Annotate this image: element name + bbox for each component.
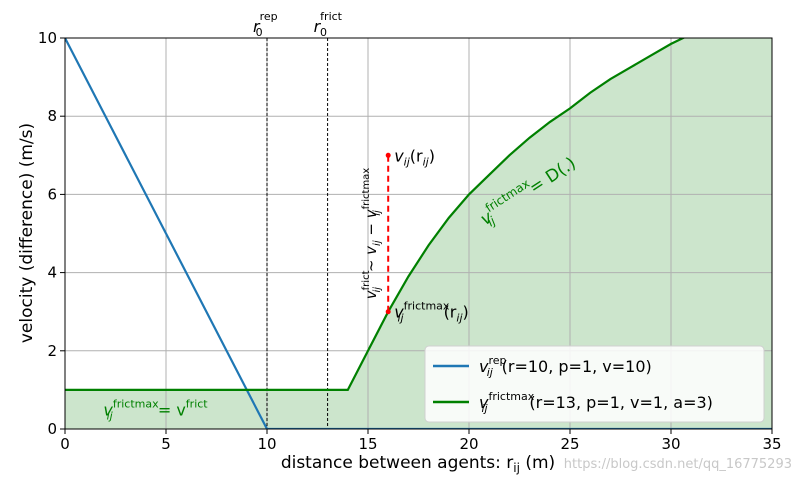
legend-entry: vrep ij (r=10, p=1, v=10) bbox=[479, 354, 652, 379]
y-tick-label: 6 bbox=[47, 185, 57, 203]
y-tick-label: 0 bbox=[47, 420, 57, 438]
frictmax-series-line bbox=[65, 38, 686, 391]
x-tick-label: 35 bbox=[762, 435, 781, 453]
x-tick-label: 25 bbox=[560, 435, 579, 453]
x-tick-label: 0 bbox=[60, 435, 70, 453]
point-marker-bottom bbox=[385, 309, 391, 315]
x-tick-label: 20 bbox=[459, 435, 478, 453]
x-tick-label: 5 bbox=[161, 435, 171, 453]
watermark: https://blog.csdn.net/qq_16775293 bbox=[564, 457, 792, 472]
friction-gap-label: vfrictij ~ vij − vfrictmaxij bbox=[361, 168, 383, 300]
y-tick-label: 8 bbox=[47, 107, 57, 125]
y-tick-label: 4 bbox=[47, 264, 57, 282]
y-tick-label: 10 bbox=[38, 29, 57, 47]
x-tick-label: 30 bbox=[661, 435, 680, 453]
point-label-top: vij(rij) bbox=[394, 146, 435, 168]
x-axis-title: distance between agents: rij (m) bbox=[281, 453, 555, 475]
rep-series-line bbox=[65, 38, 772, 429]
point-label-bottom: vfrictmax ij (rij) bbox=[394, 300, 469, 325]
reference-line-label: rfrict 0 bbox=[314, 10, 343, 39]
x-tick-label: 15 bbox=[358, 435, 377, 453]
x-tick-label: 10 bbox=[257, 435, 276, 453]
y-tick-label: 2 bbox=[47, 342, 57, 360]
point-marker-top bbox=[385, 152, 391, 158]
flat-region-label: vfrictmax ij = vfrict bbox=[103, 397, 208, 422]
reference-line-label: rrep 0 bbox=[253, 10, 278, 39]
legend-entry: vfrictmax ij (r=13, p=1, v=1, a=3) bbox=[479, 390, 713, 415]
frictmax-fill-area bbox=[65, 38, 772, 429]
legend-box bbox=[424, 345, 765, 423]
y-axis-title: velocity (difference) (m/s) bbox=[17, 123, 37, 343]
plot-frame bbox=[64, 37, 773, 430]
